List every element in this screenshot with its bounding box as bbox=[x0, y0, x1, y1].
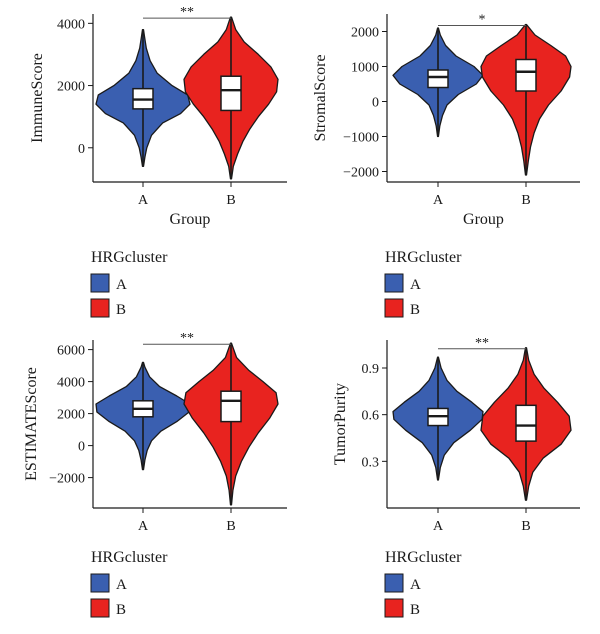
legend-label-B: B bbox=[116, 302, 126, 318]
y-tick-label: 0 bbox=[78, 142, 85, 157]
legend: HRGcluster AB bbox=[90, 249, 168, 318]
significance-label: * bbox=[479, 13, 486, 28]
legend-title: HRGcluster bbox=[91, 249, 168, 266]
legend-label-A: A bbox=[410, 577, 421, 593]
legend-swatch-A bbox=[384, 573, 404, 593]
x-tick-label: B bbox=[521, 193, 530, 208]
legend-title: HRGcluster bbox=[385, 249, 462, 266]
legend-swatch-B bbox=[384, 598, 404, 618]
y-tick-label: 1000 bbox=[351, 61, 379, 76]
x-tick-label: B bbox=[521, 519, 530, 534]
x-tick-label: A bbox=[138, 193, 149, 208]
legend: HRGcluster AB bbox=[384, 549, 462, 618]
box-B bbox=[515, 404, 537, 442]
y-tick-label: 2000 bbox=[57, 80, 85, 95]
y-tick-label: 4000 bbox=[57, 376, 85, 391]
significance-label: ** bbox=[475, 336, 489, 351]
y-tick-label: 0 bbox=[78, 440, 85, 455]
y-tick-label: 0 bbox=[372, 96, 379, 111]
x-tick-label: B bbox=[226, 519, 235, 534]
x-axis-title: Group bbox=[170, 211, 211, 228]
y-tick-label: 0.6 bbox=[362, 409, 380, 424]
legend-swatch-A bbox=[384, 273, 404, 293]
significance-label: ** bbox=[180, 331, 194, 346]
legend-label-A: A bbox=[116, 577, 127, 593]
box-A bbox=[427, 69, 449, 89]
x-tick-label: A bbox=[433, 193, 444, 208]
y-tick-label: 2000 bbox=[351, 26, 379, 41]
y-tick-label: 2000 bbox=[57, 408, 85, 423]
box-B bbox=[515, 58, 537, 92]
legend-label-B: B bbox=[116, 602, 126, 618]
y-tick-label: −2000 bbox=[49, 472, 85, 487]
legend: HRGcluster AB bbox=[384, 249, 462, 318]
legend-label-B: B bbox=[410, 602, 420, 618]
y-tick-label: 4000 bbox=[57, 17, 85, 32]
legend-title: HRGcluster bbox=[385, 549, 462, 566]
legend-label-A: A bbox=[116, 277, 127, 293]
y-tick-label: 6000 bbox=[57, 344, 85, 359]
legend-swatch-A bbox=[90, 273, 110, 293]
y-tick-label: −2000 bbox=[343, 166, 379, 181]
legend-label-A: A bbox=[410, 277, 421, 293]
y-axis-title: ImmuneScore bbox=[29, 53, 46, 143]
legend: HRGcluster AB bbox=[90, 549, 168, 618]
y-tick-label: 0.9 bbox=[362, 362, 380, 377]
x-axis-title: Group bbox=[463, 211, 504, 228]
y-tick-label: −1000 bbox=[343, 131, 379, 146]
box-B bbox=[220, 390, 242, 423]
x-tick-label: A bbox=[433, 519, 444, 534]
x-tick-label: A bbox=[138, 519, 149, 534]
box-B bbox=[220, 75, 242, 112]
y-axis-title: TumorPurity bbox=[332, 383, 349, 465]
legend-label-B: B bbox=[410, 302, 420, 318]
legend-swatch-A bbox=[90, 573, 110, 593]
legend-swatch-B bbox=[384, 298, 404, 318]
legend-swatch-B bbox=[90, 598, 110, 618]
legend-title: HRGcluster bbox=[91, 549, 168, 566]
y-tick-label: 0.3 bbox=[362, 455, 380, 470]
legend-swatch-B bbox=[90, 298, 110, 318]
x-tick-label: B bbox=[226, 193, 235, 208]
y-axis-title: StromalScore bbox=[312, 54, 329, 141]
y-axis-title: ESTIMATEScore bbox=[23, 367, 40, 481]
significance-label: ** bbox=[180, 5, 194, 20]
